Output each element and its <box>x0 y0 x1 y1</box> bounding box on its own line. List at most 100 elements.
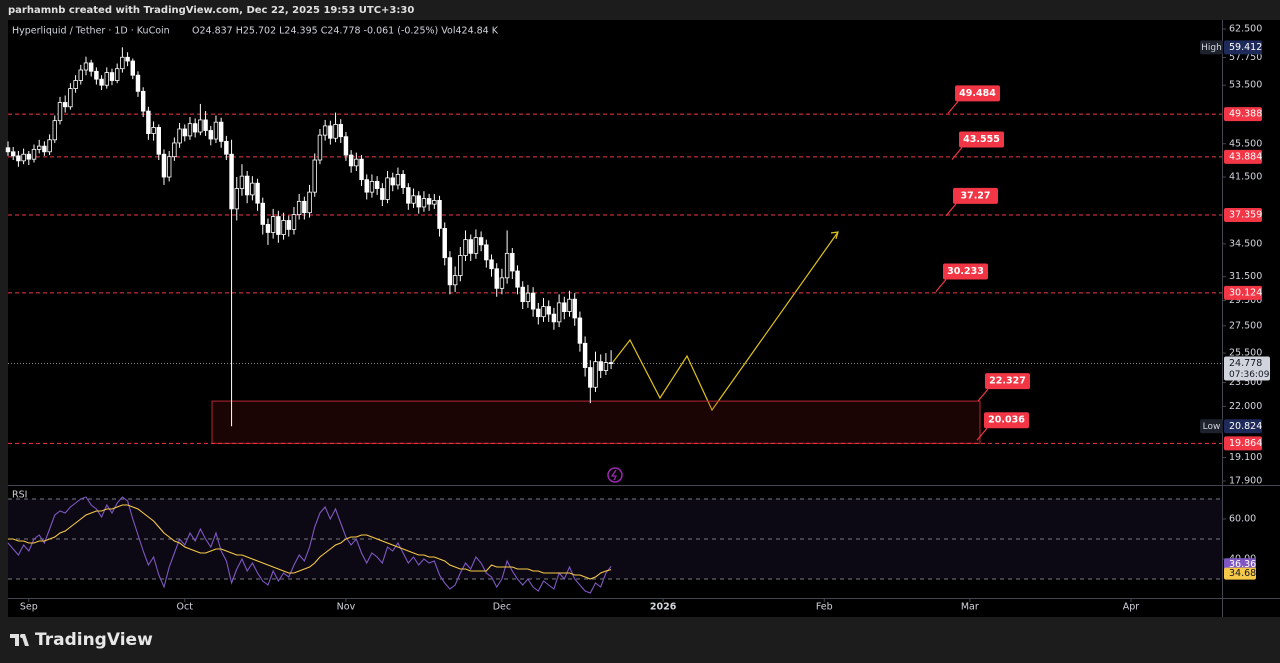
callout-pointer <box>947 101 959 114</box>
y-tick-label: 31.500 <box>1229 271 1262 282</box>
candle-body <box>302 200 307 214</box>
countdown: 07:36:09 <box>1229 370 1270 380</box>
high-label: 59.412 <box>1229 42 1262 53</box>
rsi-value-box <box>1224 567 1256 580</box>
candle-body <box>510 252 515 272</box>
candle-body <box>291 214 297 230</box>
callout-label: 30.233 <box>947 266 984 277</box>
chart-area <box>8 20 1222 598</box>
x-tick-label: Feb <box>816 602 833 613</box>
candle-body <box>135 74 141 92</box>
y-tick-label: 17.900 <box>1229 476 1262 487</box>
candle-body <box>541 306 546 318</box>
candle-body <box>364 179 369 193</box>
callout-box <box>943 263 988 280</box>
callout-box <box>955 85 1000 102</box>
y-tick-label: 25.500 <box>1229 348 1262 359</box>
candle-body <box>172 142 177 158</box>
ohlc: O24.837 H25.702 L24.395 C24.778 -0.061 (… <box>192 26 499 37</box>
candle-body <box>177 128 182 144</box>
level-label-box <box>1224 107 1262 122</box>
candle-body <box>499 277 505 289</box>
candle-body <box>36 145 42 150</box>
y-tick-label: 62.500 <box>1229 24 1262 35</box>
callout-box <box>953 187 998 204</box>
rsi-line <box>8 504 612 580</box>
candle-body <box>307 191 312 214</box>
last-price: 24.778 <box>1229 358 1262 369</box>
level-label-box <box>1224 208 1262 223</box>
callout-label: 49.484 <box>959 88 996 99</box>
y-tick-label: 53.500 <box>1229 80 1262 91</box>
candle-body <box>489 259 494 270</box>
candle-body <box>546 306 551 315</box>
candle-body <box>88 62 94 72</box>
candle-body <box>603 362 609 371</box>
candle-body <box>239 175 245 189</box>
projection-drawing <box>612 231 839 412</box>
candle-body <box>478 237 484 246</box>
x-tick-label: Oct <box>177 602 194 613</box>
candle-body <box>281 220 286 235</box>
candle-body <box>125 56 130 62</box>
candle-body <box>57 102 63 122</box>
level-label: 37.359 <box>1229 210 1262 221</box>
candle-body <box>26 153 32 160</box>
candle-body <box>385 177 390 200</box>
candle-body <box>588 367 593 388</box>
candle-body <box>78 69 84 81</box>
candle-body <box>16 155 21 162</box>
candle-body <box>348 154 354 167</box>
candle-body <box>270 216 276 233</box>
candle-body <box>265 224 271 233</box>
candle-body <box>473 237 479 254</box>
rsi-value-box <box>1224 558 1256 571</box>
candle-body <box>286 220 291 230</box>
candle-body <box>562 302 567 313</box>
candle-body <box>411 195 416 204</box>
candle-body <box>244 175 250 196</box>
candle-body <box>250 182 255 196</box>
candle-body <box>530 292 536 310</box>
candle-body <box>515 270 520 288</box>
candle-body <box>369 181 375 193</box>
candle-body <box>504 252 510 279</box>
arrow-head <box>830 231 839 240</box>
candle-body <box>494 268 499 289</box>
candle-body <box>333 124 338 139</box>
callout-label: 22.327 <box>989 376 1026 387</box>
candle-body <box>94 70 99 80</box>
candle-body <box>312 159 317 193</box>
callout-label: 37.27 <box>960 190 990 201</box>
y-tick-label: 57.750 <box>1229 52 1262 63</box>
price-axis <box>1223 20 1280 598</box>
candle-body <box>296 200 302 216</box>
candle-body <box>62 102 68 108</box>
high-tag-text: High <box>1201 43 1222 53</box>
candle-body <box>218 121 224 142</box>
candle-body <box>73 80 78 90</box>
candle-body <box>536 308 541 318</box>
credit: parhamnb created with TradingView.com, D… <box>8 5 414 16</box>
high-tag <box>1200 40 1223 55</box>
low-tag-text: Low <box>1203 422 1221 432</box>
y-tick-label: 27.500 <box>1229 320 1262 331</box>
candle-body <box>114 68 120 81</box>
candle-body <box>83 62 89 71</box>
candle-body <box>447 257 453 286</box>
high-label-box <box>1224 40 1262 55</box>
logo <box>10 634 29 646</box>
candle-body <box>520 286 525 303</box>
rsi-value-label: 34.68 <box>1229 568 1256 579</box>
candle-body <box>182 128 187 137</box>
x-tick-label: Apr <box>1123 602 1140 613</box>
candle-body <box>161 153 167 178</box>
candle-body <box>146 110 151 134</box>
event-icon[interactable] <box>607 467 623 483</box>
candle-body <box>317 134 323 161</box>
level-label: 30.124 <box>1229 287 1262 298</box>
candle-body <box>229 153 234 210</box>
candle-body <box>525 292 531 303</box>
